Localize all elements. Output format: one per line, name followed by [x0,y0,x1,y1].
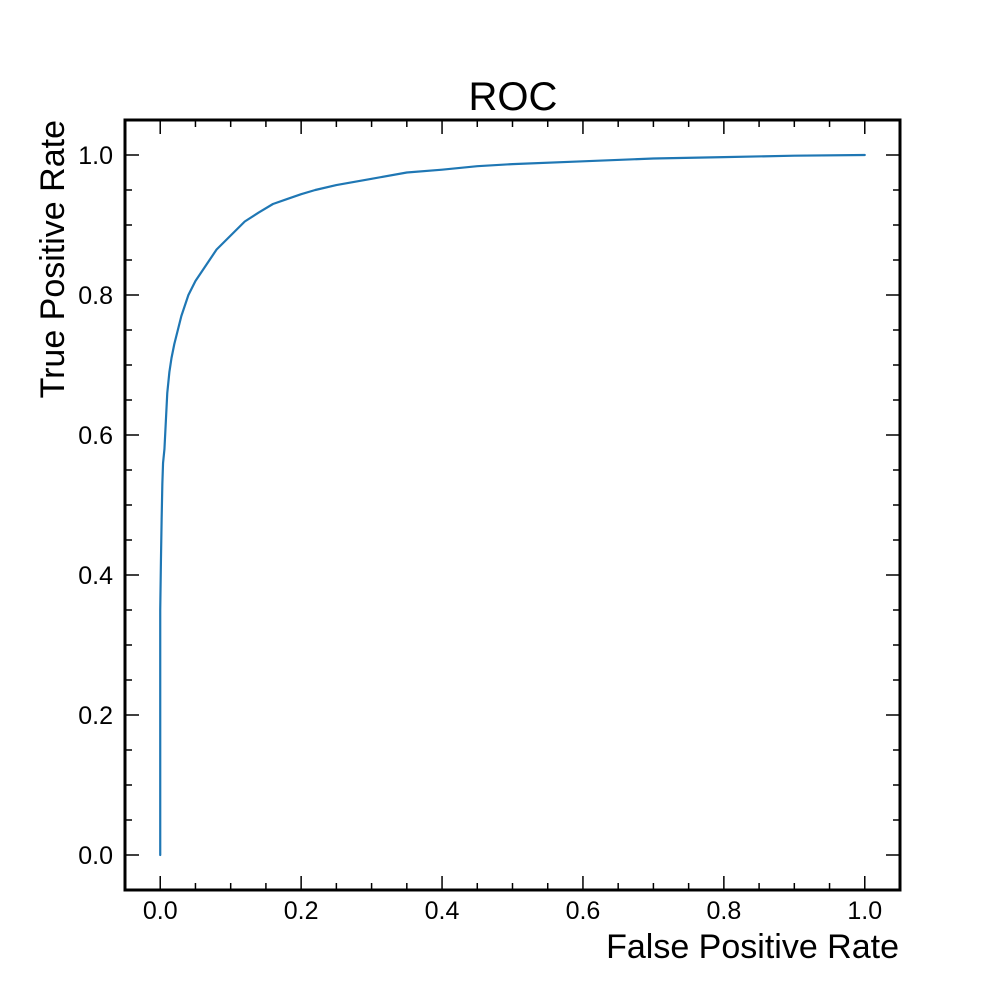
x-tick-label: 0.8 [706,897,741,925]
axis-ticks [124,119,901,891]
x-tick-label: 0.6 [566,897,601,925]
roc-curve [159,153,866,857]
x-tick-label: 0.0 [143,897,178,925]
tick-labels: 0.0 0.2 0.4 0.6 0.8 1.0 0.0 0.2 0.4 0.6 0.8 1.0 [78,142,882,925]
y-tick-label: 1.0 [78,142,113,170]
plot-frame [123,118,902,892]
plot-series [159,153,866,857]
chart-title: ROC [469,75,558,119]
x-tick-label: 1.0 [847,897,882,925]
y-tick-label: 0.2 [78,702,113,730]
y-tick-label: 0.6 [78,422,113,450]
x-axis-label: False Positive Rate [606,928,899,966]
y-axis-label: True Positive Rate [34,120,72,398]
y-tick-label: 0.8 [78,282,113,310]
x-tick-label: 0.2 [284,897,319,925]
y-tick-label: 0.0 [78,842,113,870]
x-tick-label: 0.4 [425,897,460,925]
y-tick-label: 0.4 [78,562,113,590]
